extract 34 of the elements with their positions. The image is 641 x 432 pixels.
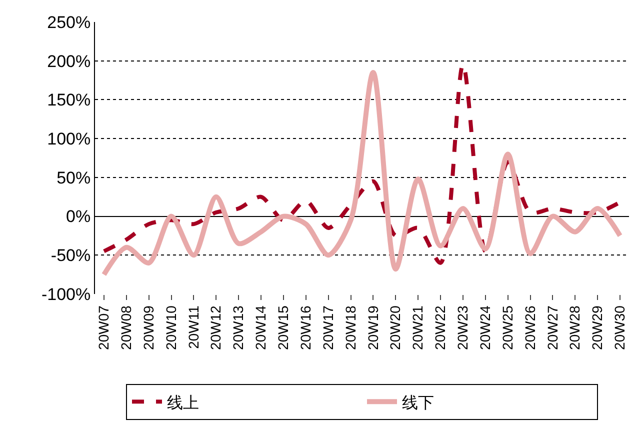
y-tick-label: 50% (56, 168, 91, 188)
y-tick-label: 0% (66, 207, 91, 226)
y-tick-label: 200% (47, 52, 91, 71)
x-tick-label: 20W20 (387, 305, 404, 350)
legend-label: 线上 (167, 394, 199, 412)
legend-label: 线下 (402, 394, 434, 412)
x-tick-label: 20W24 (476, 305, 493, 350)
x-tick-label: 20W28 (566, 305, 583, 350)
x-tick-label: 20W14 (252, 305, 269, 350)
x-tick-label: 20W15 (275, 305, 292, 350)
x-tick-label: 20W23 (454, 305, 471, 350)
y-tick-label: -100% (41, 284, 91, 304)
y-tick-label: 150% (47, 90, 91, 110)
x-tick-label: 20W27 (544, 305, 560, 350)
y-tick-label: -50% (50, 246, 91, 266)
x-tick-label: 20W25 (499, 305, 516, 350)
x-tick-label: 20W22 (432, 305, 448, 350)
x-tick-label: 20W11 (185, 305, 202, 349)
x-tick-label: 20W29 (589, 305, 606, 350)
x-tick-label: 20W16 (297, 305, 314, 350)
x-tick-label: 20W30 (612, 305, 628, 350)
x-tick-label: 20W13 (230, 305, 246, 350)
x-tick-label: 20W10 (162, 305, 179, 350)
x-tick-label: 20W17 (320, 305, 336, 350)
x-tick-label: 20W18 (342, 305, 358, 350)
x-tick-label: 20W19 (364, 305, 381, 350)
y-tick-label: 250% (47, 12, 91, 32)
y-tick-label: 100% (47, 130, 91, 149)
x-tick-label: 20W21 (410, 305, 426, 350)
x-tick-label: 20W08 (118, 305, 134, 350)
x-tick-label: 20W26 (522, 305, 538, 350)
x-tick-label: 20W07 (96, 305, 112, 350)
x-tick-label: 20W12 (208, 305, 224, 350)
x-tick-label: 20W09 (140, 305, 156, 350)
